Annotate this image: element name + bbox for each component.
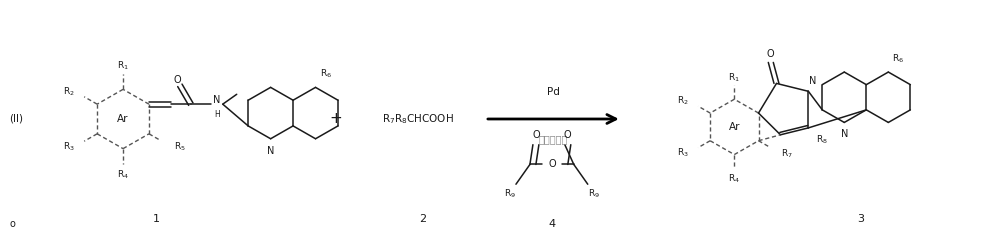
Text: R$_2$: R$_2$: [677, 94, 688, 107]
Text: N: N: [213, 95, 220, 105]
Text: H: H: [214, 109, 220, 118]
Text: R$_7$R$_8$CHCOOH: R$_7$R$_8$CHCOOH: [382, 112, 454, 126]
Text: O: O: [532, 130, 540, 140]
Text: R$_7$: R$_7$: [781, 147, 793, 160]
Text: R$_8$: R$_8$: [816, 133, 828, 146]
Text: 溶剑，温度: 溶剑，温度: [539, 134, 568, 144]
Text: R$_6$: R$_6$: [320, 67, 332, 80]
Text: N: N: [267, 146, 274, 156]
Text: N: N: [809, 77, 816, 87]
Text: +: +: [329, 111, 342, 127]
Text: R$_6$: R$_6$: [892, 53, 904, 65]
Text: O: O: [548, 160, 556, 169]
Text: 3: 3: [857, 214, 864, 224]
Text: R$_2$: R$_2$: [63, 85, 75, 98]
Text: R$_3$: R$_3$: [63, 140, 75, 153]
Text: R$_1$: R$_1$: [728, 71, 740, 84]
Text: 1: 1: [152, 214, 159, 224]
Text: O: O: [767, 49, 775, 59]
Text: R$_5$: R$_5$: [174, 140, 185, 153]
Text: N: N: [841, 129, 848, 139]
Text: 4: 4: [548, 219, 555, 229]
Text: Ar: Ar: [117, 114, 129, 124]
Text: 2: 2: [419, 214, 426, 224]
Text: R$_1$: R$_1$: [117, 59, 129, 72]
Text: (II): (II): [9, 114, 23, 124]
Text: R$_4$: R$_4$: [117, 168, 129, 181]
Text: Ar: Ar: [729, 122, 740, 132]
Text: R$_4$: R$_4$: [728, 172, 740, 185]
Text: R$_9$: R$_9$: [588, 188, 600, 200]
Text: Pd: Pd: [547, 87, 560, 97]
Text: O: O: [564, 130, 572, 140]
Text: R$_9$: R$_9$: [504, 188, 516, 200]
Text: O: O: [173, 75, 181, 85]
Text: R$_3$: R$_3$: [677, 147, 688, 160]
Text: o: o: [9, 219, 15, 229]
